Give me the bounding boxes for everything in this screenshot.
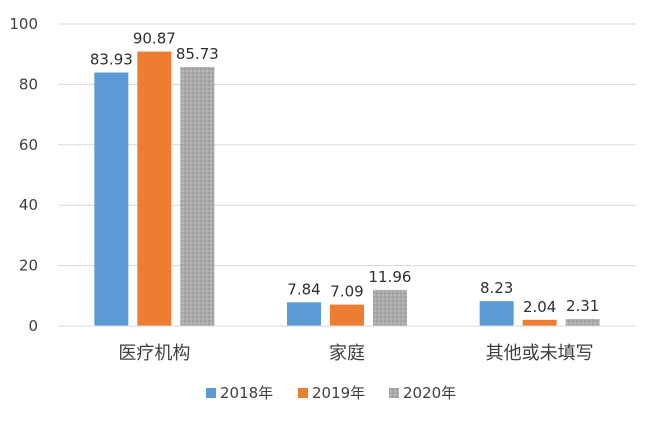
y-tick-label: 100: [9, 15, 38, 33]
bar-0-0: [94, 72, 129, 326]
data-label: 83.93: [90, 51, 133, 69]
bar-1-2: [522, 319, 557, 326]
legend-swatch: [389, 388, 399, 398]
bar-0-2: [479, 301, 514, 326]
bar-2-2: [565, 319, 600, 326]
x-category-label: 家庭: [329, 343, 365, 364]
legend-swatch: [206, 388, 216, 398]
bar-1-1: [330, 304, 364, 326]
data-label: 7.84: [287, 280, 320, 298]
data-label: 8.23: [480, 279, 513, 297]
x-category-label: 医疗机构: [118, 343, 190, 364]
data-label: 85.73: [176, 45, 219, 63]
y-tick-label: 20: [19, 257, 38, 275]
data-label: 2.04: [523, 298, 556, 316]
bar-2-0: [180, 67, 215, 326]
legend-label: 2018年: [220, 384, 273, 402]
bar-2-1: [373, 289, 407, 326]
legend-label: 2019年: [312, 384, 365, 402]
x-category-label: 其他或未填写: [486, 343, 594, 364]
y-tick-label: 0: [28, 317, 38, 335]
legend-label: 2020年: [403, 384, 456, 402]
data-label: 7.09: [330, 283, 363, 301]
y-tick-label: 80: [19, 75, 38, 93]
y-tick-label: 60: [19, 136, 38, 154]
legend-swatch: [298, 388, 308, 398]
bar-0-1: [287, 302, 321, 326]
data-label: 90.87: [133, 30, 176, 48]
y-tick-label: 40: [19, 196, 38, 214]
bar-1-0: [137, 51, 172, 326]
data-label: 2.31: [566, 297, 599, 315]
data-label: 11.96: [369, 268, 412, 286]
